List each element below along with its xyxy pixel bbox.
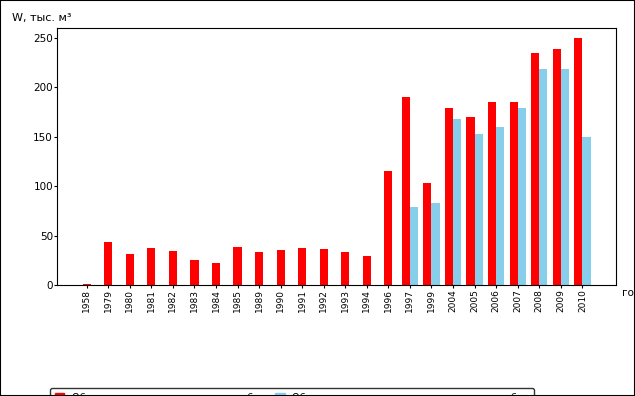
Bar: [169, 251, 177, 285]
Bar: [341, 253, 349, 285]
Bar: [518, 108, 526, 285]
Bar: [147, 248, 156, 285]
Bar: [255, 253, 263, 285]
Legend: Объем воды в озере до начала работ, Объем воды в озере после завершения работ: Объем воды в озере до начала работ, Объе…: [50, 388, 534, 396]
Bar: [582, 137, 591, 285]
Bar: [319, 249, 328, 285]
Bar: [424, 183, 432, 285]
Bar: [466, 117, 474, 285]
Bar: [539, 69, 547, 285]
Bar: [363, 257, 371, 285]
Bar: [552, 48, 561, 285]
Bar: [574, 38, 582, 285]
Bar: [298, 249, 306, 285]
Bar: [410, 207, 418, 285]
Bar: [432, 203, 439, 285]
Bar: [384, 171, 392, 285]
Bar: [509, 102, 518, 285]
Bar: [212, 263, 220, 285]
Bar: [445, 108, 453, 285]
Bar: [234, 246, 241, 285]
Bar: [488, 102, 496, 285]
Bar: [561, 69, 569, 285]
Bar: [126, 254, 134, 285]
Bar: [531, 53, 539, 285]
Bar: [276, 250, 284, 285]
Bar: [104, 242, 112, 285]
Text: годы: годы: [622, 287, 635, 298]
Bar: [453, 119, 461, 285]
Bar: [83, 284, 91, 285]
Bar: [190, 261, 199, 285]
Text: W, тыс. м³: W, тыс. м³: [13, 13, 72, 23]
Bar: [496, 127, 504, 285]
Bar: [402, 97, 410, 285]
Bar: [474, 133, 483, 285]
